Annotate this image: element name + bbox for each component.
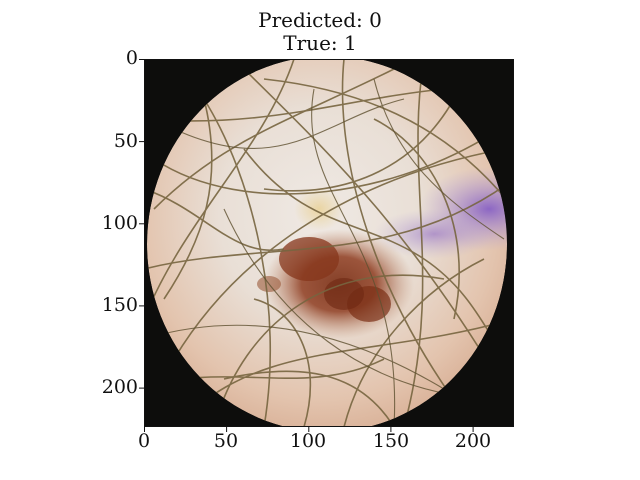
- title-true: True: 1: [283, 31, 357, 55]
- y-tick-label: 200: [101, 376, 138, 398]
- title-predicted: Predicted: 0: [258, 8, 382, 32]
- y-tick-label: 50: [113, 130, 138, 152]
- x-tick-label: 0: [137, 430, 151, 452]
- y-tick-label: 0: [125, 47, 138, 69]
- x-tick-marks: [144, 427, 474, 432]
- y-tick-label: 150: [101, 294, 138, 316]
- dermoscopy-image: [144, 59, 514, 427]
- image-axes: [139, 59, 514, 432]
- x-tick-label: 50: [213, 430, 239, 452]
- axes-frame: [144, 59, 514, 427]
- y-tick-marks: [139, 59, 144, 389]
- x-tick-label: 200: [454, 430, 492, 452]
- y-tick-label: 100: [101, 212, 138, 234]
- x-tick-label: 150: [372, 430, 410, 452]
- x-tick-label: 100: [289, 430, 327, 452]
